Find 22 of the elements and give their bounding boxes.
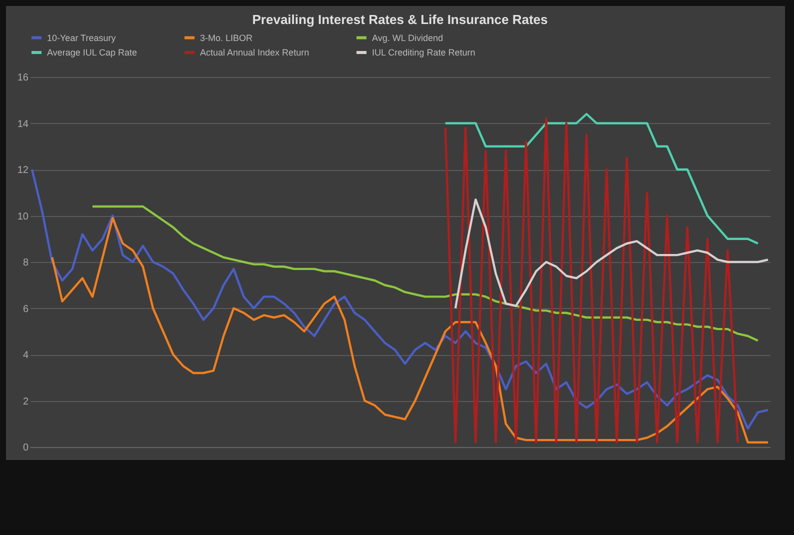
legend-label: Actual Annual Index Return: [200, 48, 310, 58]
line-series: [91, 205, 759, 342]
legend-label: 3-Mo. LIBOR: [200, 32, 254, 43]
legend-label: IUL Crediting Rate Return: [372, 48, 476, 58]
y-tick-label: 16: [17, 72, 29, 84]
y-tick-label: 6: [22, 304, 29, 315]
y-tick-label: 2: [22, 396, 29, 408]
legend-label: 10-Year Treasury: [47, 32, 116, 43]
chart-title: Prevailing Interest Rates & Life Insurance Rates: [252, 12, 548, 27]
legend-label: Avg. WL Dividend: [372, 32, 444, 43]
y-tick-label: 12: [17, 165, 29, 176]
line-series: [444, 118, 739, 444]
y-tick-label: 10: [17, 211, 29, 222]
line-series: [51, 216, 770, 444]
line-series: [444, 112, 759, 245]
line-series: [454, 198, 770, 310]
legend-label: Average IUL Cap Rate: [47, 48, 138, 58]
y-tick-label: 0: [22, 442, 29, 454]
line-series: [30, 168, 770, 430]
y-tick-label: 14: [17, 118, 29, 130]
y-tick-label: 8: [22, 258, 29, 268]
y-tick-label: 4: [22, 350, 29, 361]
